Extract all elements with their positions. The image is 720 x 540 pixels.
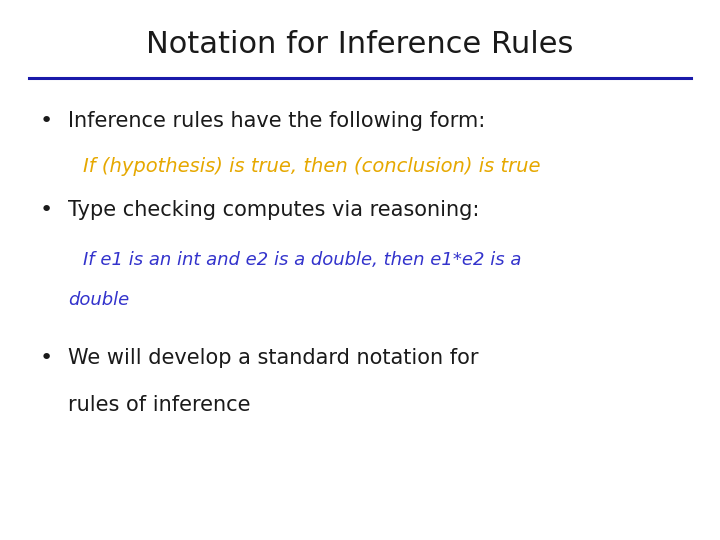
Text: Inference rules have the following form:: Inference rules have the following form: [68, 111, 486, 131]
Text: double: double [68, 291, 130, 308]
Text: •: • [40, 111, 53, 131]
Text: •: • [40, 348, 53, 368]
Text: rules of inference: rules of inference [68, 395, 251, 415]
Text: Notation for Inference Rules: Notation for Inference Rules [146, 30, 574, 59]
Text: If e1 is an int and e2 is a double, then e1*e2 is a: If e1 is an int and e2 is a double, then… [83, 251, 521, 269]
Text: If (hypothesis) is true, then (conclusion) is true: If (hypothesis) is true, then (conclusio… [83, 157, 540, 176]
Text: We will develop a standard notation for: We will develop a standard notation for [68, 348, 479, 368]
Text: Type checking computes via reasoning:: Type checking computes via reasoning: [68, 200, 480, 220]
Text: •: • [40, 200, 53, 220]
